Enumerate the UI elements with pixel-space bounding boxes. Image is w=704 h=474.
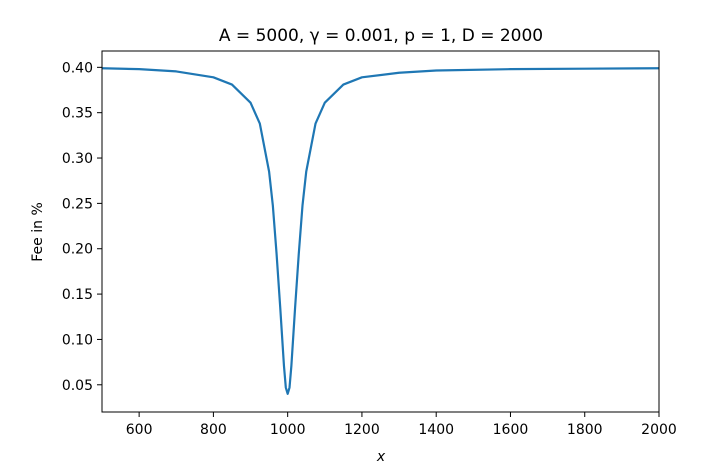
x-tick-label: 1200 xyxy=(344,422,380,438)
chart-title: A = 5000, γ = 0.001, p = 1, D = 2000 xyxy=(219,26,543,46)
y-tick-label: 0.40 xyxy=(62,60,93,76)
x-tick-label: 1400 xyxy=(418,422,454,438)
plot-frame xyxy=(101,50,660,413)
y-axis-label: Fee in % xyxy=(30,202,46,261)
y-tick-label: 0.35 xyxy=(62,106,93,122)
y-tick-label: 0.15 xyxy=(62,287,93,303)
y-tick-label: 0.10 xyxy=(62,332,93,348)
y-tick-label: 0.05 xyxy=(62,378,93,394)
x-axis-label: x xyxy=(376,449,386,465)
x-tick-label: 800 xyxy=(200,422,227,438)
x-tick-label: 1800 xyxy=(567,422,603,438)
series-line-0 xyxy=(102,67,659,395)
y-tick-label: 0.25 xyxy=(62,196,93,212)
x-tick-label: 2000 xyxy=(641,422,677,438)
x-tick-label: 600 xyxy=(126,422,153,438)
y-tick-label: 0.30 xyxy=(62,151,93,167)
x-tick-label: 1000 xyxy=(270,422,306,438)
y-tick-label: 0.20 xyxy=(62,242,93,258)
x-tick-label: 1600 xyxy=(493,422,529,438)
